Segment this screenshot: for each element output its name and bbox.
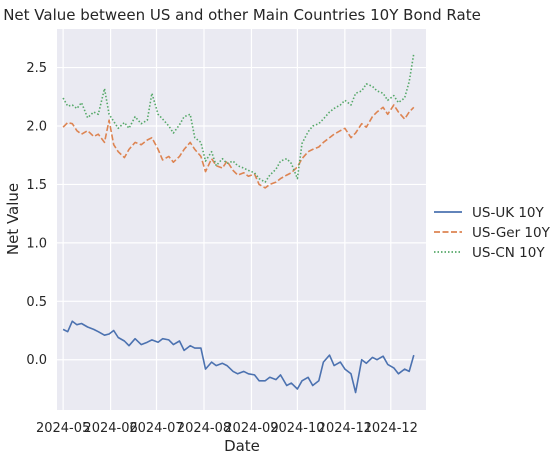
legend-label: US-CN 10Y (472, 245, 545, 261)
y-tick-label: 1.5 (26, 178, 47, 193)
x-tick-label: 2024-09 (224, 421, 278, 436)
y-axis-label: Net Value (4, 183, 22, 255)
x-axis-label: Date (224, 437, 260, 455)
series-lines (62, 53, 415, 394)
plot-area (57, 29, 426, 410)
grid (57, 29, 426, 410)
y-tick-labels: 0.0 0.5 1.0 1.5 2.0 2.5 (26, 61, 47, 368)
chart-title: Net Value between US and other Main Coun… (3, 6, 481, 24)
x-tick-label: 2024-08 (177, 421, 231, 436)
x-tick-label: 2024-05 (36, 421, 90, 436)
y-tick-label: 2.5 (26, 61, 47, 76)
legend-label: US-Ger 10Y (472, 225, 551, 241)
legend-label: US-UK 10Y (472, 205, 545, 221)
x-tick-label: 2024-10 (270, 421, 324, 436)
y-tick-label: 1.0 (26, 236, 47, 251)
x-tick-label: 2024-06 (83, 421, 137, 436)
y-tick-label: 0.5 (26, 295, 47, 310)
x-tick-labels: 2024-052024-062024-072024-082024-092024-… (36, 421, 418, 436)
y-tick-label: 2.0 (26, 120, 47, 135)
series-line-3 (62, 53, 415, 183)
x-tick-label: 2024-11 (318, 421, 372, 436)
x-tick-label: 2024-07 (129, 421, 183, 436)
series-line-2 (62, 104, 415, 189)
legend: US-UK 10Y US-Ger 10Y US-CN 10Y (434, 205, 551, 261)
y-tick-label: 0.0 (26, 353, 47, 368)
x-tick-label: 2024-12 (364, 421, 418, 436)
series-line-1 (62, 320, 415, 394)
